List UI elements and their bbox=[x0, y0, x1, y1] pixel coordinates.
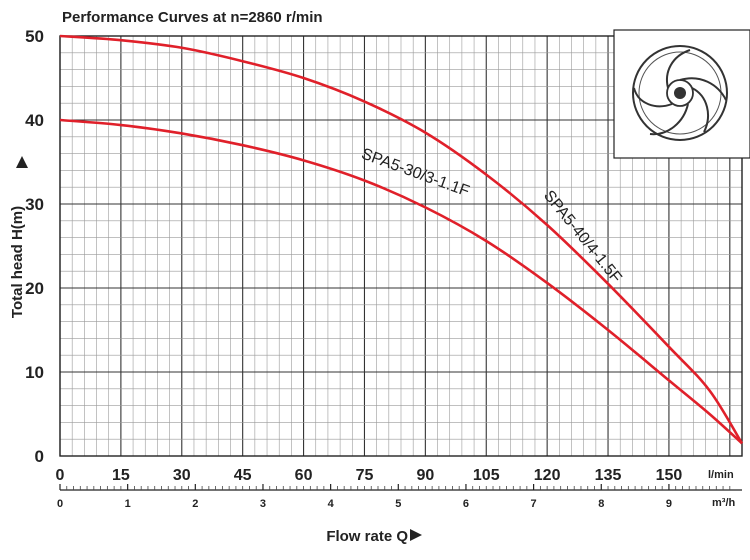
x2-tick-marks bbox=[59, 484, 731, 490]
y-tick-labels: 0 10 20 30 40 50 bbox=[25, 27, 44, 466]
x-tick-label: 0 bbox=[56, 467, 65, 484]
x-tick-label: 30 bbox=[173, 467, 191, 484]
x2-tick-label: 1 bbox=[125, 498, 131, 510]
chart-title: Performance Curves at n=2860 r/min bbox=[62, 9, 323, 26]
y-tick-label: 20 bbox=[25, 279, 44, 298]
y-axis-label: Total head H(m) bbox=[9, 156, 28, 318]
x-unit-label: l/min bbox=[708, 469, 734, 481]
x-tick-label: 135 bbox=[595, 467, 622, 484]
y-tick-label: 30 bbox=[25, 195, 44, 214]
y-axis-arrow-icon bbox=[16, 156, 28, 168]
y-tick-label: 40 bbox=[25, 111, 44, 130]
x2-tick-label: 2 bbox=[192, 498, 198, 510]
plot-frame bbox=[59, 35, 743, 457]
x-axis-label: Flow rate Q bbox=[326, 528, 422, 545]
x2-tick-label: 0 bbox=[57, 498, 63, 510]
x2-tick-label: 3 bbox=[260, 498, 266, 510]
y-axis-title: Total head H(m) bbox=[9, 206, 26, 318]
series-label-spa5-40: SPA5-40/4-1.5F bbox=[540, 187, 625, 286]
y-tick-label: 50 bbox=[25, 27, 44, 46]
x2-unit-label: m³/h bbox=[712, 497, 736, 509]
x-axis-arrow-icon bbox=[410, 529, 422, 541]
series-line-1 bbox=[59, 118, 743, 445]
curves bbox=[59, 34, 744, 445]
x-tick-label: 90 bbox=[416, 467, 434, 484]
x-tick-label: 15 bbox=[112, 467, 130, 484]
x2-tick-labels: 0 1 2 3 4 5 6 7 8 9 bbox=[57, 498, 672, 510]
x2-tick-label: 5 bbox=[395, 498, 401, 510]
series-line-0 bbox=[59, 34, 744, 445]
y-tick-label: 0 bbox=[35, 447, 44, 466]
x2-tick-label: 8 bbox=[598, 498, 604, 510]
x-tick-label: 60 bbox=[295, 467, 313, 484]
grid bbox=[59, 35, 743, 457]
x2-tick-label: 9 bbox=[666, 498, 672, 510]
x2-tick-label: 7 bbox=[531, 498, 537, 510]
x-tick-label: 75 bbox=[356, 467, 374, 484]
y-tick-label: 10 bbox=[25, 363, 44, 382]
x2-tick-label: 4 bbox=[328, 498, 335, 510]
impeller-image bbox=[613, 29, 750, 159]
x-tick-label: 105 bbox=[473, 467, 500, 484]
x2-tick-label: 6 bbox=[463, 498, 469, 510]
x-axis-title: Flow rate Q bbox=[326, 528, 408, 545]
x-tick-labels: 0 15 30 45 60 75 90 105 120 135 150 bbox=[56, 467, 683, 484]
x-tick-label: 120 bbox=[534, 467, 561, 484]
x-tick-label: 150 bbox=[656, 467, 683, 484]
x-tick-label: 45 bbox=[234, 467, 252, 484]
